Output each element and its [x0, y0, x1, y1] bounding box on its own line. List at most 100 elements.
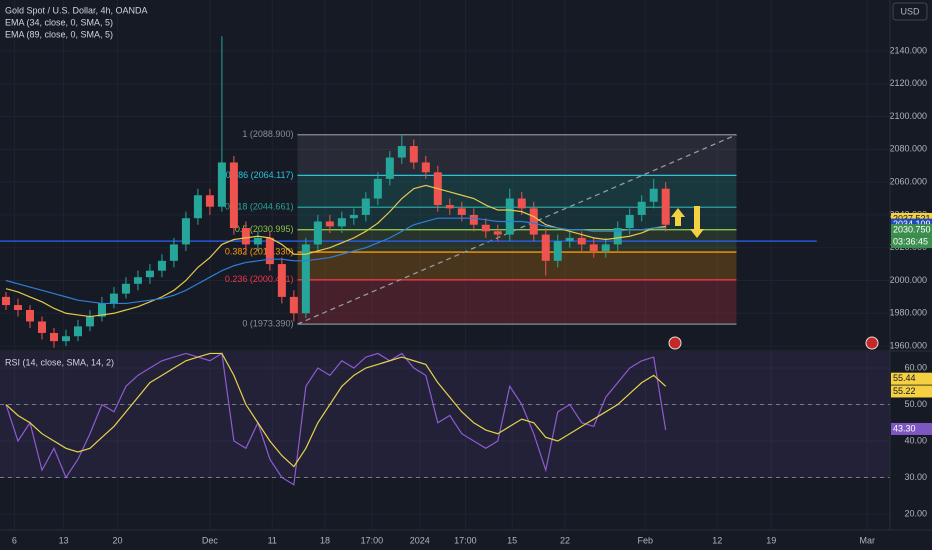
x-tick-label: 20 — [113, 535, 123, 545]
candle-body — [121, 283, 130, 294]
event-flag[interactable] — [865, 336, 879, 350]
candle-body — [505, 198, 514, 235]
y-tick-label: 2000.000 — [889, 275, 927, 285]
candle-body — [25, 310, 34, 322]
candle-body — [13, 305, 22, 310]
candle-body — [97, 303, 106, 317]
fib-label: 0 (1973.390) — [242, 318, 293, 328]
candle-body — [325, 221, 334, 227]
candle-body — [205, 195, 214, 207]
fib-label: 0.5 (2030.995) — [235, 224, 294, 234]
candle-body — [661, 188, 670, 225]
x-tick-label: Dec — [202, 535, 219, 545]
rsi-tag: 43.30 — [893, 423, 916, 433]
candle-body — [445, 205, 454, 209]
candle-body — [277, 264, 286, 297]
x-tick-label: 2024 — [410, 535, 430, 545]
price-tag-bg — [891, 224, 932, 237]
down-arrow — [690, 206, 704, 238]
currency-button[interactable] — [892, 2, 928, 21]
x-tick-label: 11 — [268, 535, 277, 545]
x-tick-label: 15 — [507, 535, 517, 545]
rsi-band — [0, 352, 890, 478]
rsi-tick-label: 60.00 — [904, 362, 927, 372]
fib-band — [297, 252, 737, 280]
candle-body — [133, 277, 142, 284]
candle-body — [457, 208, 466, 215]
candle-body — [265, 237, 274, 265]
candle-body — [181, 218, 190, 245]
fib-trend-line — [297, 134, 737, 325]
legend-entry: EMA (34, close, 0, SMA, 5) — [5, 17, 113, 27]
rsi-tag: 55.44 — [893, 373, 916, 383]
candle-body — [397, 146, 406, 158]
x-tick-label: Feb — [638, 535, 654, 545]
price-tag: 2034.109 — [893, 219, 931, 229]
rsi-tick-label: 30.00 — [904, 472, 927, 482]
y-tick-label: 2060.000 — [889, 177, 927, 187]
candle-body — [289, 296, 298, 314]
rsi-tick-label: 20.00 — [904, 508, 927, 518]
y-tick-label: 1980.000 — [889, 308, 927, 318]
rsi-tag: 55.22 — [893, 386, 916, 396]
y-tick-label: 2120.000 — [889, 78, 927, 88]
candle-body — [649, 188, 658, 202]
candle-body — [385, 157, 394, 179]
rsi-tag-bg — [891, 422, 932, 435]
candle-body — [493, 231, 502, 235]
countdown: 03:36:45 — [893, 236, 928, 246]
y-tick-label: 2140.000 — [889, 45, 927, 55]
rsi-line — [5, 352, 667, 486]
candle-body — [301, 244, 310, 314]
fib-label: 1 (2088.900) — [242, 129, 293, 139]
price-tag: 2030.750 — [893, 224, 931, 234]
up-arrow — [671, 208, 685, 226]
x-tick-label: Mar — [859, 535, 875, 545]
candle-body — [73, 326, 82, 337]
fib-label: 0.382 (2017.330) — [225, 246, 294, 256]
fib-band — [297, 134, 737, 176]
candle-body — [253, 237, 262, 245]
x-tick-label: 12 — [712, 535, 722, 545]
fib-label: 0.618 (2044.661) — [225, 202, 294, 212]
candle-body — [553, 241, 562, 261]
candle-body — [229, 162, 238, 229]
x-tick-label: 18 — [320, 535, 330, 545]
chart-title: Gold Spot / U.S. Dollar, 4h, OANDA — [5, 5, 148, 15]
candle-body — [469, 214, 478, 225]
fib-band — [297, 279, 737, 325]
rsi-line — [5, 352, 667, 468]
countdown-bg — [891, 236, 932, 249]
candle-body — [169, 244, 178, 261]
candle-body — [349, 214, 358, 219]
currency-label: USD — [900, 6, 920, 16]
event-flag[interactable] — [668, 336, 682, 350]
ema-line — [5, 217, 666, 305]
candle-body — [577, 237, 586, 245]
candle-body — [145, 270, 154, 278]
rsi-title: RSI (14, close, SMA, 14, 2) — [5, 357, 114, 367]
legend-entry: EMA (89, close, 0, SMA, 5) — [5, 29, 113, 39]
main-pane: 1 (2088.900) 0.786 (2064.117) 0.618 (2044.… — [0, 0, 890, 350]
candle-body — [565, 237, 574, 242]
candle-body — [529, 208, 538, 235]
candle-body — [409, 146, 418, 163]
candle-body — [61, 336, 70, 342]
candle-body — [217, 162, 226, 207]
y-tick-label: 2100.000 — [889, 111, 927, 121]
candle-body — [109, 293, 118, 304]
rsi-tag-bg — [891, 385, 932, 398]
fib-label: 0.786 (2064.117) — [226, 170, 294, 180]
rsi-tick-label: 40.00 — [904, 435, 927, 445]
x-tick-label: 19 — [766, 535, 776, 545]
x-tick-label: 22 — [560, 535, 570, 545]
candle-body — [421, 162, 430, 173]
x-tick-label: 13 — [59, 535, 69, 545]
candle-body — [37, 321, 46, 333]
x-tick-label: 6 — [12, 535, 17, 545]
axes: 1960.0001980.0002000.0002020.0002040.000… — [12, 45, 932, 545]
candle-body — [1, 296, 10, 306]
candle-body — [601, 244, 610, 251]
x-tick-label: 17:00 — [361, 535, 384, 545]
